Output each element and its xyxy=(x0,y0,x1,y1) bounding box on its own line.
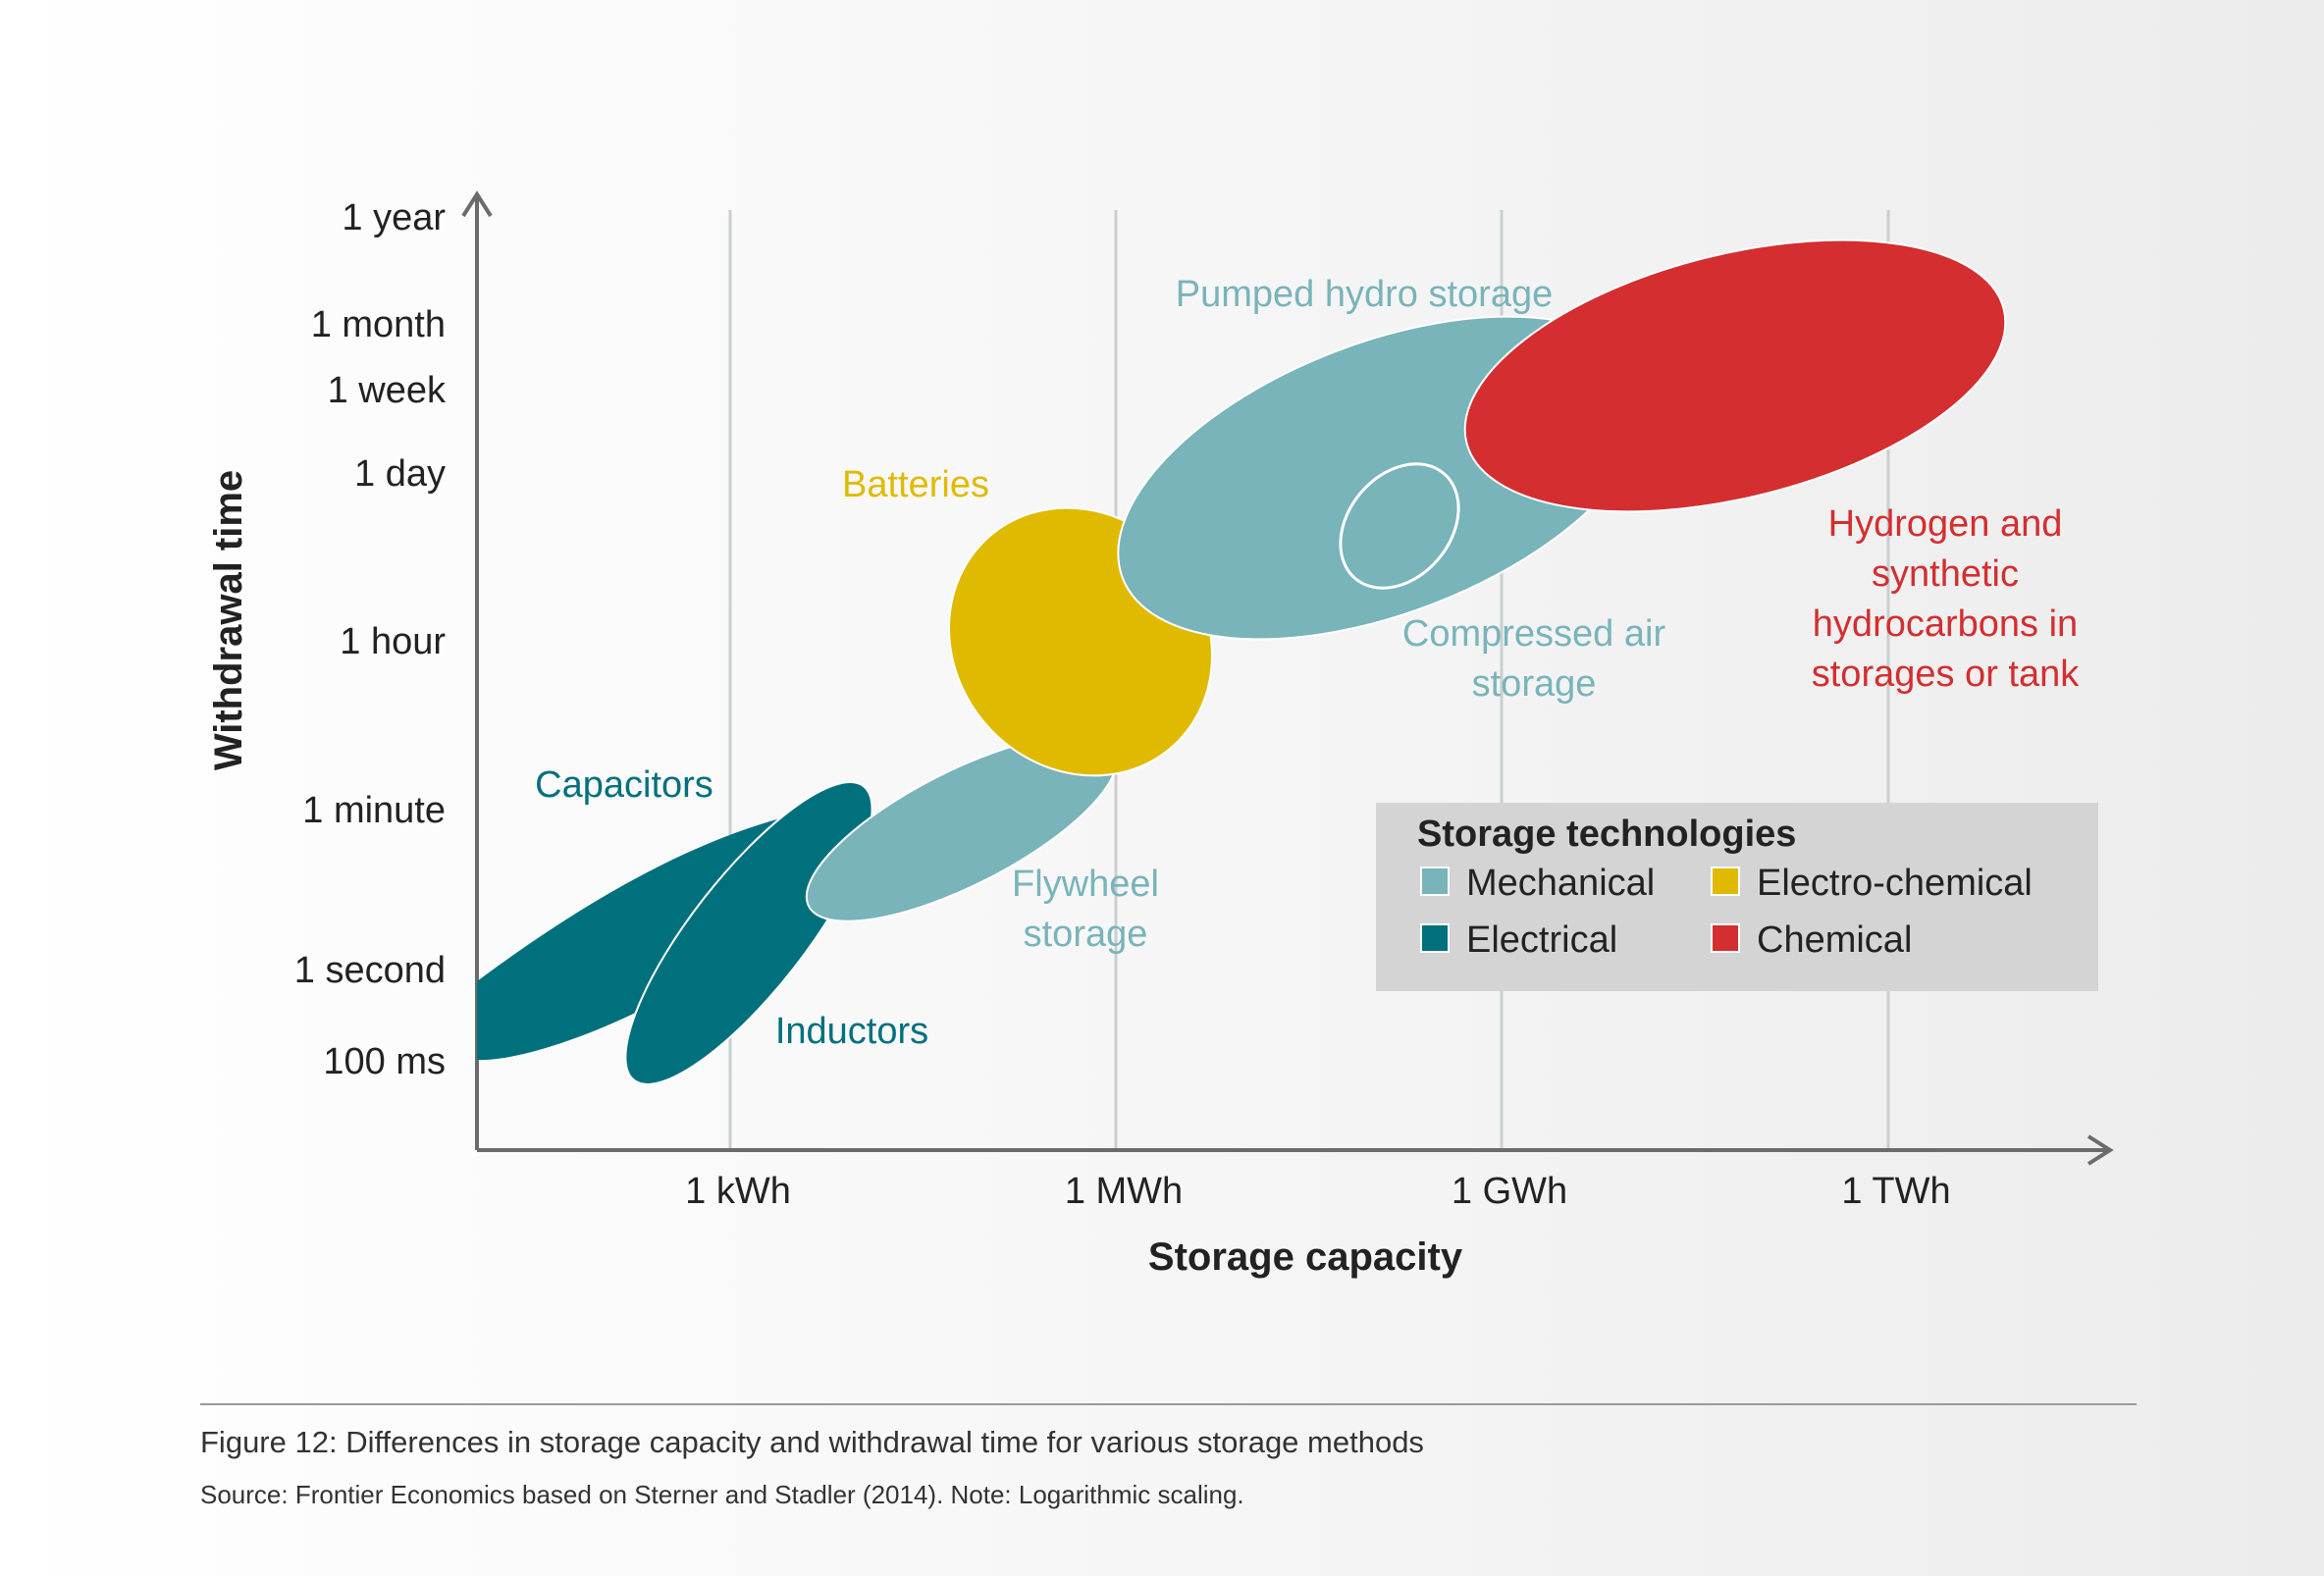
y-tick-label: 1 year xyxy=(342,197,446,238)
legend-label-electrical: Electrical xyxy=(1466,919,1617,961)
hydrogen-region xyxy=(1463,238,2007,513)
y-axis-arrow xyxy=(461,190,493,218)
figure-source: Source: Frontier Economics based on Ster… xyxy=(200,1480,1244,1509)
y-tick-label: 1 hour xyxy=(340,621,446,662)
legend-swatch-mechanical xyxy=(1420,867,1450,896)
compressed-air-region xyxy=(1339,462,1460,590)
inductors-label: Inductors xyxy=(775,1011,928,1052)
x-tick-label: 1 kWh xyxy=(685,1171,791,1212)
legend-label-electro-chemical: Electro-chemical xyxy=(1757,863,2033,904)
x-axis-title: Storage capacity xyxy=(1148,1235,1463,1279)
capacitors-label: Capacitors xyxy=(535,764,713,806)
figure-caption: Figure 12: Differences in storage capaci… xyxy=(200,1425,1424,1459)
x-tick-label: 1 MWh xyxy=(1065,1171,1183,1212)
legend-title: Storage technologies xyxy=(1417,814,1796,855)
compressed-air-label: Compressed air storage xyxy=(1402,613,1666,705)
x-axis-arrow xyxy=(2086,1134,2114,1166)
y-tick-label: 1 week xyxy=(328,370,447,411)
y-tick-label: 1 month xyxy=(311,304,446,345)
legend-swatch-electrical xyxy=(1420,923,1450,953)
inductors-region xyxy=(624,781,873,1085)
legend-box xyxy=(1376,803,2098,991)
y-axis-title: Withdrawal time xyxy=(207,470,250,770)
legend-label-mechanical: Mechanical xyxy=(1466,863,1655,904)
caption-divider xyxy=(200,1403,2137,1405)
y-tick-label: 100 ms xyxy=(323,1041,446,1082)
y-tick-label: 1 day xyxy=(354,453,446,495)
x-tick-label: 1 GWh xyxy=(1452,1171,1567,1212)
x-tick-label: 1 TWh xyxy=(1841,1171,1950,1212)
legend-label-chemical: Chemical xyxy=(1757,919,1912,961)
legend-swatch-chemical xyxy=(1711,923,1740,953)
hydrogen-label: Hydrogen and synthetic hydrocarbons in stor… xyxy=(1812,503,2080,695)
y-tick-label: 1 minute xyxy=(302,790,446,831)
legend-swatch-electro-chemical xyxy=(1711,867,1740,896)
batteries-label: Batteries xyxy=(842,464,989,505)
legend: Storage technologies Mechanical Electro-c… xyxy=(1376,803,2098,991)
y-tick-label: 1 second xyxy=(294,950,446,991)
flywheel-label: Flywheel storage xyxy=(1012,864,1159,955)
pumped-hydro-label: Pumped hydro storage xyxy=(1176,274,1553,315)
